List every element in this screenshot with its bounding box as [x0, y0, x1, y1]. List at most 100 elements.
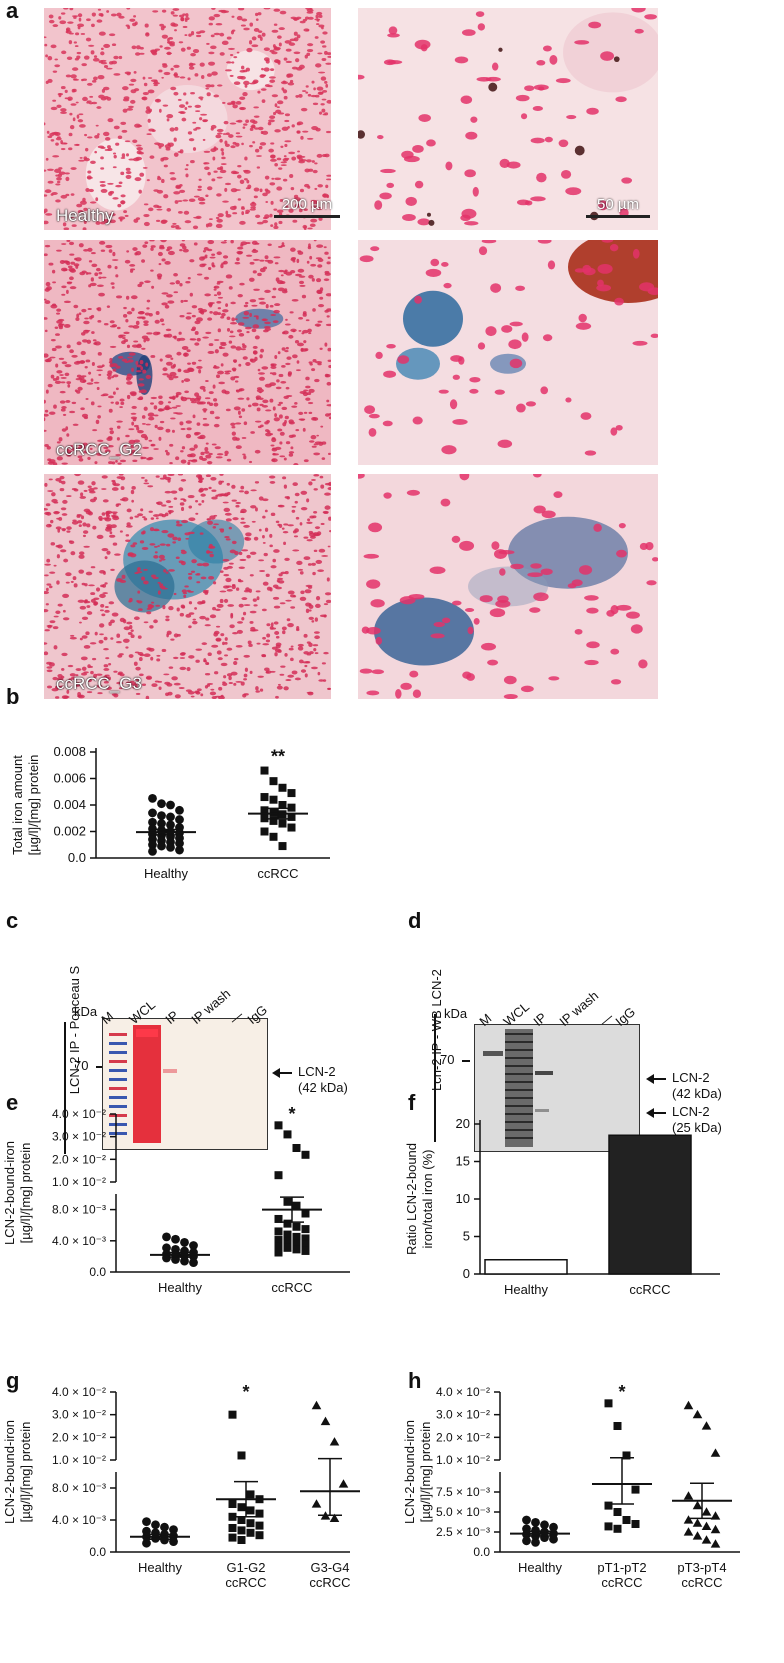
nucleus [179, 248, 183, 252]
nucleus [325, 83, 329, 88]
nucleus [281, 126, 289, 131]
x-tick-label: pT1-pT2 [597, 1560, 646, 1575]
nucleus [224, 140, 228, 145]
nucleus [366, 626, 381, 635]
nucleus [208, 51, 215, 55]
nucleus [60, 408, 66, 412]
nucleus [259, 259, 265, 262]
nucleus [125, 681, 131, 685]
nucleus [281, 242, 285, 246]
nucleus [225, 518, 232, 522]
nucleus [287, 524, 294, 527]
nucleus [111, 461, 116, 465]
nucleus [320, 425, 324, 428]
nucleus [103, 664, 109, 668]
nucleus [90, 160, 96, 164]
nucleus [308, 481, 313, 486]
nucleus [530, 563, 542, 569]
nucleus [305, 385, 311, 389]
nucleus [292, 354, 298, 359]
nucleus [255, 507, 258, 512]
nucleus [300, 418, 305, 421]
nucleus [224, 372, 231, 375]
nucleus [181, 519, 189, 524]
nucleus [213, 170, 218, 173]
nucleus [250, 489, 257, 492]
y-tick-label: 2.0 × 10⁻² [52, 1430, 106, 1444]
nucleus [190, 695, 195, 698]
nucleus [153, 79, 158, 84]
nucleus [198, 359, 202, 362]
nucleus [100, 584, 105, 588]
nucleus [220, 662, 228, 667]
nucleus [123, 306, 127, 310]
nucleus [127, 359, 134, 363]
nucleus [112, 374, 119, 378]
nucleus [537, 240, 552, 244]
nucleus [149, 527, 154, 532]
nucleus [138, 608, 143, 611]
nucleus [294, 500, 298, 504]
nucleus [96, 534, 104, 540]
nucleus [298, 280, 305, 285]
nucleus [303, 459, 309, 463]
nucleus [241, 142, 244, 146]
nucleus [147, 604, 153, 609]
nucleus [106, 550, 111, 555]
nucleus [217, 296, 224, 299]
nucleus [125, 319, 129, 323]
nucleus [532, 105, 543, 111]
nucleus [307, 328, 312, 333]
nucleus [62, 609, 66, 613]
nucleus [647, 287, 658, 296]
nucleus [151, 574, 156, 578]
blot-d-bracket [434, 1014, 436, 1142]
nucleus [278, 27, 285, 31]
nucleus [243, 311, 250, 316]
nucleus [133, 15, 137, 18]
nucleus [52, 70, 58, 73]
data-point [710, 1448, 721, 1457]
nucleus [584, 659, 599, 666]
nucleus [75, 317, 80, 321]
nucleus [58, 437, 63, 442]
nucleus [95, 419, 100, 425]
nucleus [99, 593, 106, 599]
nucleus [145, 362, 149, 367]
nucleus [229, 122, 237, 125]
nucleus [200, 693, 204, 697]
nucleus [150, 656, 154, 661]
nucleus [273, 23, 278, 26]
nucleus [273, 605, 281, 609]
nucleus [304, 673, 308, 678]
nucleus [116, 633, 121, 638]
nucleus [99, 240, 106, 245]
nucleus [138, 396, 144, 400]
nucleus [239, 220, 246, 225]
nucleus [231, 317, 235, 322]
nucleus [79, 495, 87, 499]
nucleus [255, 686, 259, 691]
nucleus [157, 143, 165, 148]
nucleus [56, 554, 60, 559]
nucleus [194, 432, 199, 436]
nucleus [231, 499, 237, 502]
nucleus [86, 523, 91, 528]
nucleus [48, 14, 54, 19]
nucleus [304, 16, 310, 20]
nucleus [199, 401, 206, 405]
data-point [237, 1536, 246, 1544]
nucleus [610, 679, 622, 685]
nucleus [165, 692, 170, 697]
nucleus [79, 621, 82, 624]
ip-band-42 [535, 1071, 553, 1075]
nucleus [327, 347, 331, 352]
nucleus [418, 114, 431, 122]
data-point [228, 1500, 237, 1508]
nucleus [82, 534, 86, 538]
nucleus [77, 119, 84, 123]
nucleus [101, 512, 106, 516]
nucleus [284, 653, 288, 657]
nucleus [70, 103, 77, 106]
nucleus [249, 22, 254, 27]
